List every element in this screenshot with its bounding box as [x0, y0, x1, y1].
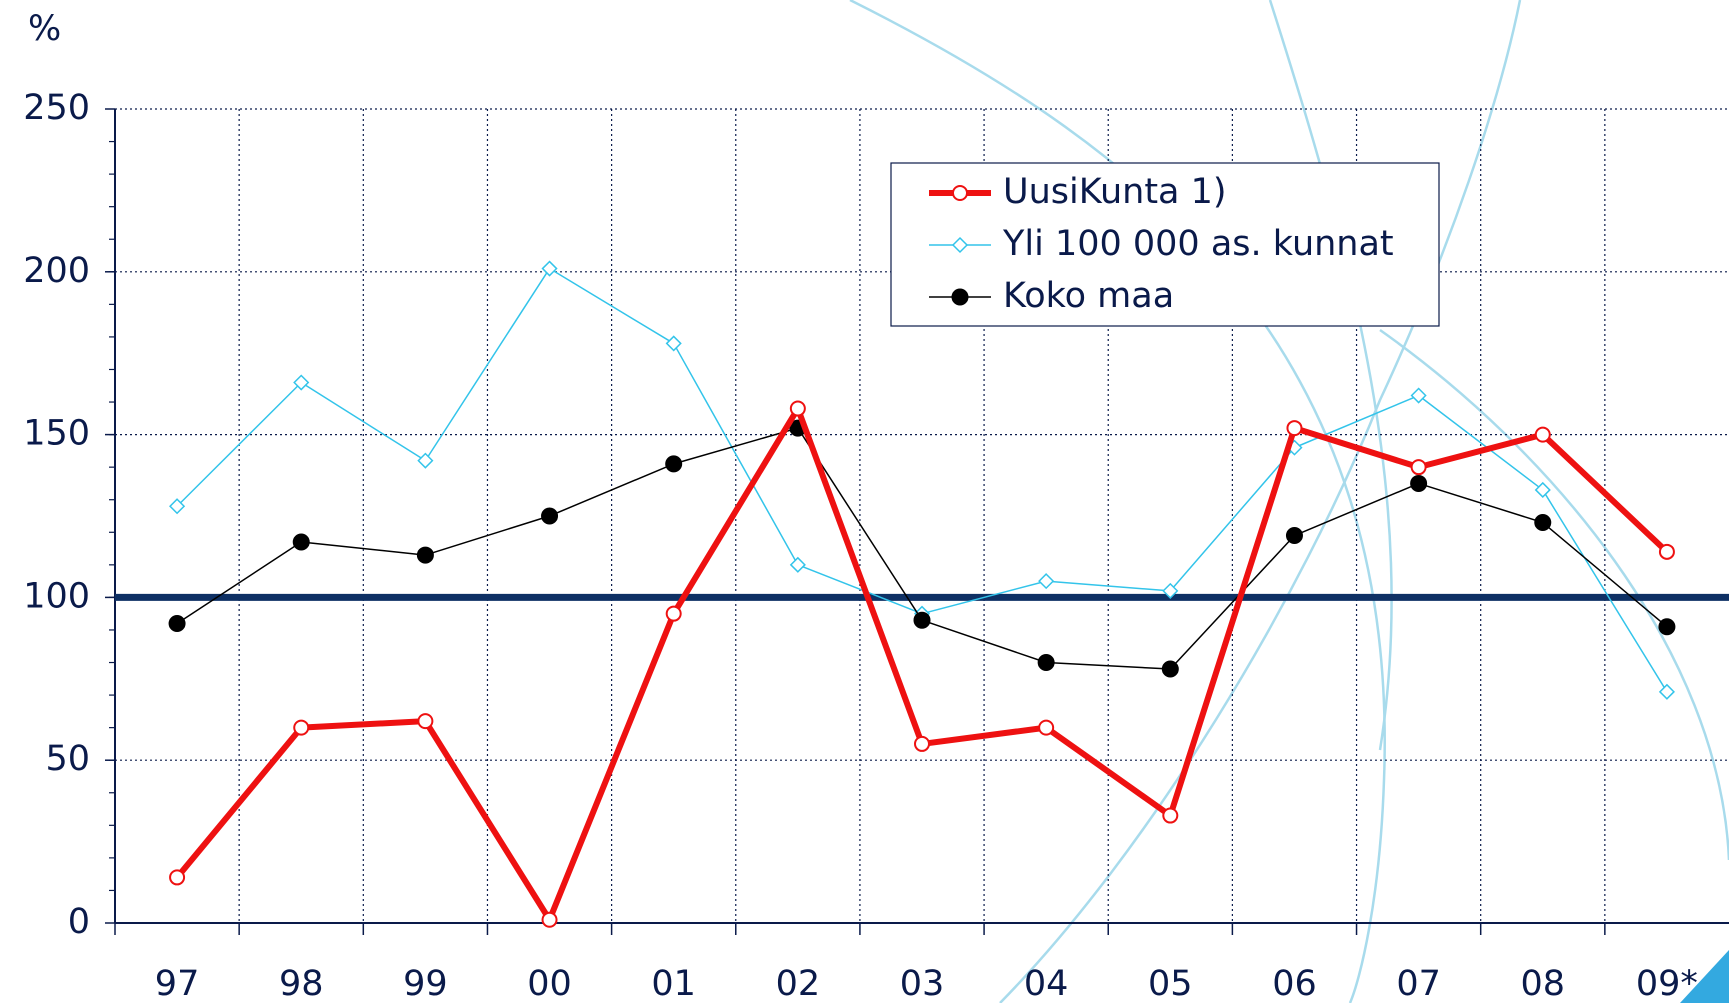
- x-tick-label: 05: [1148, 964, 1193, 1003]
- y-tick-label: 250: [23, 88, 90, 128]
- series-line: [177, 409, 1667, 920]
- data-point: [667, 607, 681, 621]
- legend-label: Koko maa: [1003, 276, 1174, 316]
- data-point: [915, 613, 930, 628]
- legend-marker: [953, 186, 967, 200]
- data-point: [1163, 809, 1177, 823]
- data-point: [1411, 476, 1426, 491]
- x-tick-label: 00: [527, 964, 572, 1003]
- data-point: [1163, 662, 1178, 677]
- data-point: [418, 548, 433, 563]
- data-point: [791, 402, 805, 416]
- x-tick-label: 06: [1272, 964, 1317, 1003]
- data-point: [666, 456, 681, 471]
- legend-label: Yli 100 000 as. kunnat: [1002, 224, 1394, 264]
- decoration: [850, 0, 1729, 1003]
- x-tick-label: 97: [155, 964, 200, 1003]
- data-point: [1659, 619, 1674, 634]
- data-point: [418, 454, 432, 468]
- data-point: [543, 262, 557, 276]
- series-line: [177, 428, 1667, 669]
- data-point: [542, 509, 557, 524]
- x-tick-label: 08: [1520, 964, 1565, 1003]
- data-point: [1039, 574, 1053, 588]
- x-tick-label: 07: [1396, 964, 1441, 1003]
- data-point: [1412, 389, 1426, 403]
- x-tick-label: 03: [900, 964, 945, 1003]
- data-point: [1535, 515, 1550, 530]
- y-tick-label: 200: [23, 251, 90, 291]
- data-point: [170, 870, 184, 884]
- x-tick-label: 98: [279, 964, 324, 1003]
- x-tick-label: 04: [1024, 964, 1069, 1003]
- legend-label: UusiKunta 1): [1003, 172, 1227, 212]
- data-point: [1660, 685, 1674, 699]
- data-point: [1660, 545, 1674, 559]
- data-point: [543, 913, 557, 927]
- y-tick-label: 150: [23, 414, 90, 454]
- chart: % 0 50 100 150 200 250 97 98 99 00 01 02 03 04 05 06 07 0…: [0, 0, 1729, 1003]
- data-point: [1039, 721, 1053, 735]
- data-point: [791, 558, 805, 572]
- y-tick-label: 50: [45, 739, 90, 779]
- data-point: [294, 535, 309, 550]
- y-axis-label: %: [28, 9, 61, 49]
- data-point: [170, 616, 185, 631]
- data-point: [1536, 483, 1550, 497]
- data-point: [667, 336, 681, 350]
- data-point: [418, 714, 432, 728]
- legend-marker: [953, 290, 968, 305]
- data-point: [1287, 421, 1301, 435]
- data-point: [1412, 460, 1426, 474]
- y-tick-label: 100: [23, 576, 90, 616]
- data-point: [1039, 655, 1054, 670]
- data-point: [1536, 428, 1550, 442]
- x-tick-label: 02: [776, 964, 821, 1003]
- data-point: [1287, 528, 1302, 543]
- x-tick-label: 01: [651, 964, 696, 1003]
- x-tick-label: 99: [403, 964, 448, 1003]
- data-point: [294, 721, 308, 735]
- data-point: [915, 737, 929, 751]
- x-tick-label: 09*: [1636, 964, 1698, 1003]
- y-tick-label: 0: [68, 902, 90, 942]
